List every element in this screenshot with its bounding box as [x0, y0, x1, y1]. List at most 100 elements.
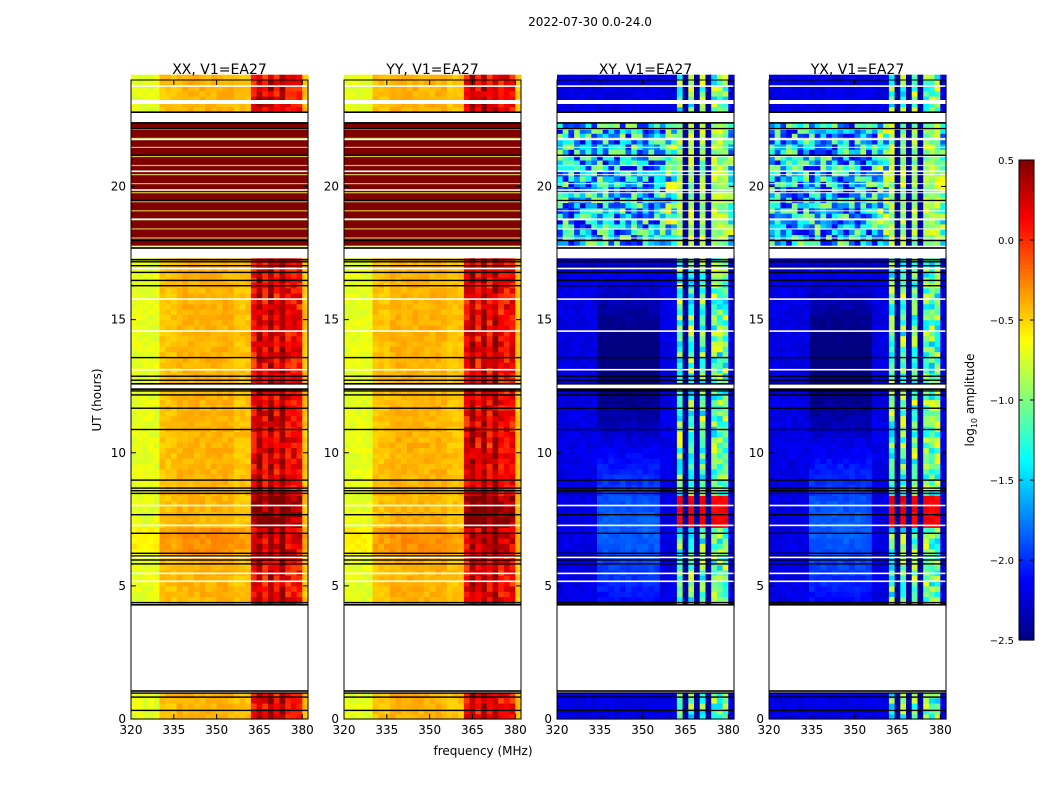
- heatmap-cell: [245, 585, 252, 592]
- heatmap-cell: [148, 703, 155, 709]
- heatmap-cell: [250, 468, 258, 475]
- heatmap-cell: [384, 319, 391, 326]
- heatmap-cell: [176, 239, 183, 246]
- heatmap-cell: [136, 293, 143, 299]
- heatmap-cell: [475, 442, 482, 448]
- heatmap-cell: [148, 415, 155, 422]
- heatmap-cell: [475, 708, 482, 715]
- heatmap-cell: [285, 154, 292, 161]
- heatmap-cell: [446, 335, 454, 342]
- heatmap-cell: [458, 340, 465, 347]
- heatmap-cell: [401, 506, 408, 512]
- heatmap-cell: [481, 388, 488, 395]
- heatmap-cell: [216, 692, 223, 699]
- heatmap-cell: [148, 580, 155, 587]
- heatmap-cell: [423, 431, 431, 438]
- heatmap-cell: [268, 165, 275, 172]
- heatmap-cell: [222, 340, 229, 347]
- heatmap-cell: [245, 133, 252, 140]
- heatmap-cell: [475, 362, 482, 369]
- heatmap-cell: [296, 213, 303, 219]
- heatmap-cell: [458, 330, 465, 337]
- heatmap-cell: [142, 474, 149, 480]
- heatmap-cell: [176, 271, 183, 278]
- heatmap-cell: [159, 500, 166, 507]
- heatmap-cell: [228, 596, 235, 603]
- heatmap-cell: [182, 388, 189, 395]
- heatmap-cell: [142, 415, 149, 422]
- heatmap-cell: [273, 548, 280, 555]
- heatmap-cell: [239, 585, 246, 592]
- heatmap-cell: [389, 335, 396, 342]
- heatmap-cell: [378, 468, 385, 475]
- heatmap-cell: [188, 447, 195, 454]
- heatmap-cell: [361, 559, 368, 566]
- heatmap-cell: [228, 713, 235, 720]
- heatmap-cell: [290, 410, 298, 417]
- heatmap-cell: [268, 596, 275, 603]
- heatmap-cell: [366, 697, 374, 704]
- heatmap-cell: [205, 452, 212, 459]
- heatmap-cell: [273, 127, 280, 134]
- heatmap-cell: [216, 303, 223, 310]
- heatmap-cell: [503, 367, 511, 374]
- heatmap-cell: [159, 564, 166, 571]
- heatmap-cell: [148, 154, 155, 161]
- heatmap-cell: [389, 474, 396, 480]
- heatmap-cell: [268, 516, 275, 523]
- heatmap-cell: [279, 559, 286, 566]
- heatmap-cell: [159, 452, 166, 459]
- heatmap-cell: [446, 415, 454, 422]
- heatmap-cell: [250, 165, 258, 172]
- heatmap-cell: [446, 458, 454, 464]
- heatmap-cell: [165, 564, 172, 571]
- heatmap-cell: [199, 271, 206, 278]
- heatmap-cell: [233, 314, 241, 321]
- flag-line-black: [131, 492, 308, 495]
- heatmap-cell: [142, 703, 149, 709]
- heatmap-cell: [256, 415, 263, 422]
- heatmap-cell: [452, 692, 459, 699]
- heatmap-cell: [361, 351, 368, 358]
- heatmap-cell: [256, 287, 263, 294]
- heatmap-cell: [228, 447, 235, 454]
- heatmap-cell: [159, 165, 166, 172]
- heatmap-cell: [136, 218, 143, 225]
- heatmap-cell: [446, 367, 454, 374]
- heatmap-cell: [273, 314, 280, 321]
- heatmap-cell: [273, 388, 280, 395]
- heatmap-cell: [256, 591, 263, 598]
- heatmap-cell: [153, 431, 161, 438]
- heatmap-cell: [205, 239, 212, 246]
- panel-title: XX, V1=EA27: [172, 62, 267, 78]
- heatmap-cell: [296, 537, 303, 544]
- heatmap-cell: [131, 133, 138, 140]
- heatmap-cell: [222, 559, 229, 566]
- heatmap-cell: [233, 367, 241, 374]
- heatmap-cell: [188, 330, 195, 337]
- flag-line-black: [131, 479, 308, 481]
- heatmap-cell: [366, 516, 374, 523]
- heatmap-cell: [256, 346, 263, 353]
- heatmap-cell: [148, 330, 155, 337]
- heatmap-cell: [268, 223, 275, 230]
- heatmap-cell: [228, 351, 235, 358]
- heatmap-cell: [395, 340, 402, 347]
- heatmap-cell: [205, 340, 212, 347]
- heatmap-cell: [159, 516, 166, 523]
- heatmap-cell: [159, 255, 166, 262]
- heatmap-cell: [239, 580, 246, 587]
- heatmap-cell: [302, 468, 309, 475]
- heatmap-cell: [389, 442, 396, 448]
- heatmap-cell: [142, 80, 149, 86]
- heatmap-cell: [165, 356, 172, 363]
- heatmap-cell: [503, 431, 511, 438]
- heatmap-cell: [268, 708, 275, 715]
- heatmap-cell: [395, 442, 402, 448]
- heatmap-cell: [182, 420, 189, 427]
- heatmap-cell: [378, 388, 385, 395]
- heatmap-cell: [429, 458, 436, 464]
- heatmap-cell: [153, 346, 161, 353]
- heatmap-cell: [463, 325, 471, 331]
- heatmap-cell: [222, 697, 229, 704]
